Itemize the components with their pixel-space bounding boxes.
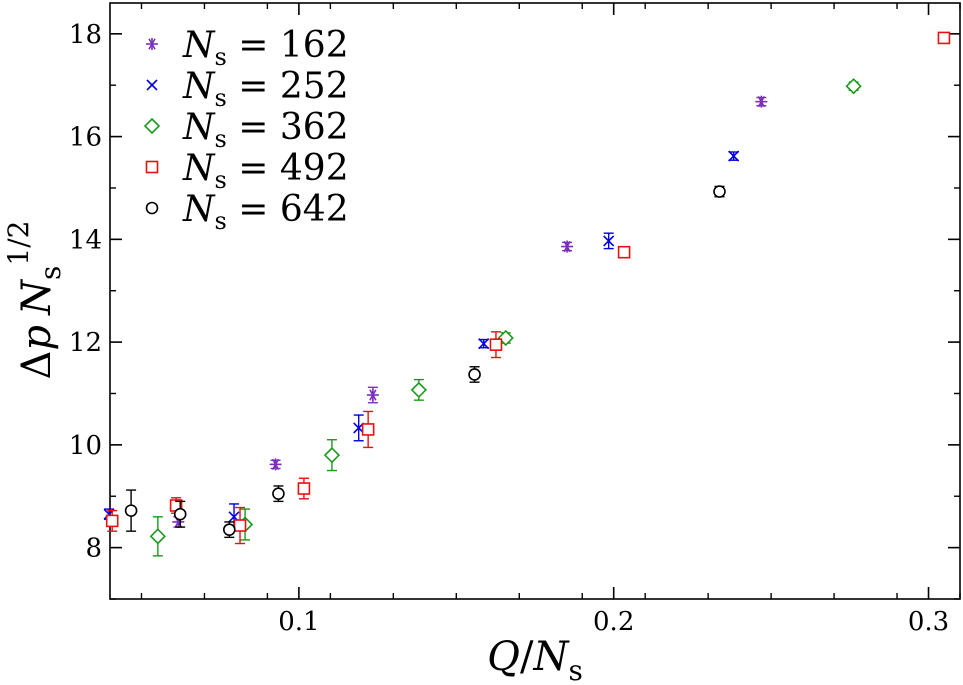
series-252 <box>103 150 740 531</box>
legend-marker <box>146 79 158 91</box>
data-point <box>468 368 481 381</box>
y-axis-label: ΔpNs1/2 <box>2 221 67 380</box>
y-tick-label: 16 <box>69 123 102 153</box>
x-label-sub: s <box>568 654 582 685</box>
legend-label: Ns = 362 <box>182 107 349 153</box>
x-label-slash: / <box>520 634 534 680</box>
x-label-main: Q <box>487 634 520 680</box>
legend-label: Ns = 492 <box>182 148 349 194</box>
data-point <box>223 523 236 536</box>
legend-marker <box>143 117 161 135</box>
data-marks <box>103 31 951 557</box>
y-label-p: p <box>14 325 60 351</box>
data-point <box>561 240 574 253</box>
legend-marker <box>145 160 159 174</box>
y-tick-label: 8 <box>85 534 102 564</box>
data-point <box>728 150 740 162</box>
y-label-sub: s <box>34 266 67 280</box>
x-label-var: N <box>532 634 570 680</box>
x-tick-label: 0.1 <box>278 607 319 637</box>
y-tick-label: 14 <box>69 225 102 255</box>
data-point <box>361 423 375 436</box>
series-492 <box>105 31 951 545</box>
y-label-delta: Δ <box>14 351 60 380</box>
data-point <box>603 235 615 247</box>
data-point <box>478 338 490 350</box>
data-point <box>845 78 862 95</box>
y-tick-label: 18 <box>69 20 102 50</box>
data-point <box>410 381 427 399</box>
y-tick-label: 12 <box>69 328 102 358</box>
x-tick-label: 0.2 <box>593 607 634 637</box>
x-axis-label: Q/Ns <box>487 634 583 685</box>
series-362 <box>149 78 862 557</box>
y-label-var: N <box>14 278 60 316</box>
legend-marker <box>145 201 159 215</box>
y-label-sup: 1/2 <box>2 221 35 266</box>
y-tick-label: 10 <box>69 431 102 461</box>
legend-entry: Ns = 492 <box>145 148 349 194</box>
legend-entry: Ns = 252 <box>146 66 349 112</box>
data-point <box>272 487 285 500</box>
data-point <box>233 519 247 532</box>
legend-label: Ns = 252 <box>182 66 349 112</box>
legend-entry: Ns = 162 <box>146 25 349 71</box>
data-point <box>489 338 503 351</box>
series-642 <box>124 185 726 539</box>
data-point <box>297 482 311 495</box>
data-point <box>937 31 951 45</box>
legend-entry: Ns = 362 <box>143 107 349 153</box>
data-point <box>105 514 119 528</box>
axis-ticks: 0.1 0.2 0.3 8 10 12 14 16 18 <box>69 3 961 637</box>
data-point <box>617 245 631 259</box>
data-point <box>323 447 341 464</box>
data-point <box>755 95 768 108</box>
x-tick-label: 0.3 <box>908 607 949 637</box>
data-point <box>149 528 166 545</box>
plot-frame <box>109 2 961 600</box>
data-point <box>366 389 379 402</box>
data-point <box>173 507 187 521</box>
legend-label: Ns = 162 <box>182 25 349 71</box>
legend-marker <box>146 38 158 50</box>
data-point <box>124 504 138 517</box>
data-point <box>713 185 726 198</box>
data-point <box>269 458 282 471</box>
legend-entry: Ns = 642 <box>145 189 349 235</box>
legend-label: Ns = 642 <box>182 189 349 235</box>
